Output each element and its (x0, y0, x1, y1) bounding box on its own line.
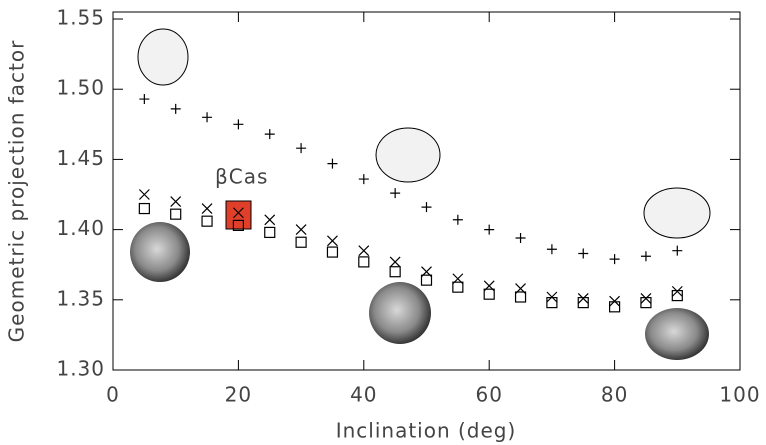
plus-marker (171, 104, 181, 114)
plus-marker (484, 225, 494, 235)
plus-marker (422, 202, 432, 212)
cross-marker (139, 190, 149, 200)
x-tick-label: 0 (106, 383, 120, 407)
sphere-icon (369, 282, 431, 344)
square-marker (327, 247, 337, 257)
plus-marker (672, 246, 682, 256)
y-tick-label: 1.40 (56, 216, 105, 240)
y-tick-label: 1.45 (56, 146, 105, 170)
plus-marker (265, 129, 275, 139)
square-marker (422, 275, 432, 285)
plus-marker (578, 248, 588, 258)
cross-marker (610, 296, 620, 306)
x-tick-label: 40 (350, 383, 377, 407)
cross-marker (327, 236, 337, 246)
plus-marker (453, 215, 463, 225)
ellipse-icon (138, 29, 188, 85)
annotation: βCas (215, 165, 268, 189)
plus-marker (547, 244, 557, 254)
square-marker (453, 282, 463, 292)
y-tick-label: 1.50 (56, 76, 105, 100)
x-axis-label: Inclination (deg) (336, 419, 517, 443)
cross-marker (202, 204, 212, 214)
plus-marker (516, 233, 526, 243)
plus-marker (641, 251, 651, 261)
square-marker (359, 257, 369, 267)
cross-marker (641, 293, 651, 303)
highlight-box (226, 201, 251, 229)
sphere-icon (130, 222, 190, 282)
cross-marker (578, 293, 588, 303)
plus-marker (296, 143, 306, 153)
square-marker (171, 209, 181, 219)
cross-marker (296, 225, 306, 235)
y-tick-label: 1.35 (56, 286, 105, 310)
square-marker (484, 289, 494, 299)
y-tick-label: 1.30 (56, 357, 105, 381)
y-axis-label: Geometric projection factor (5, 40, 29, 343)
ellipse-icon (644, 188, 710, 238)
square-marker (296, 237, 306, 247)
ellipse-icon (376, 128, 440, 182)
cross-marker (359, 246, 369, 256)
y-tick-label: 1.55 (56, 6, 105, 30)
square-marker (390, 267, 400, 277)
sphere-icon (645, 308, 709, 360)
plus-marker (327, 159, 337, 169)
cross-marker (672, 286, 682, 296)
x-tick-label: 60 (475, 383, 502, 407)
cross-marker (171, 197, 181, 207)
x-tick-label: 20 (225, 383, 252, 407)
square-marker (547, 298, 557, 308)
square-marker (265, 227, 275, 237)
chart: βCas Inclination (deg) Geometric project… (0, 0, 766, 445)
plus-marker (359, 174, 369, 184)
plus-marker (390, 188, 400, 198)
x-tick-label: 80 (601, 383, 628, 407)
plus-marker (202, 112, 212, 122)
square-marker (139, 204, 149, 214)
x-tick-label: 100 (719, 383, 760, 407)
cross-marker (390, 257, 400, 267)
cross-marker (265, 215, 275, 225)
cross-marker (547, 292, 557, 302)
square-marker (516, 292, 526, 302)
plus-marker (610, 254, 620, 264)
square-marker (610, 302, 620, 312)
plus-marker (139, 94, 149, 104)
square-marker (202, 216, 212, 226)
plus-marker (233, 119, 243, 129)
